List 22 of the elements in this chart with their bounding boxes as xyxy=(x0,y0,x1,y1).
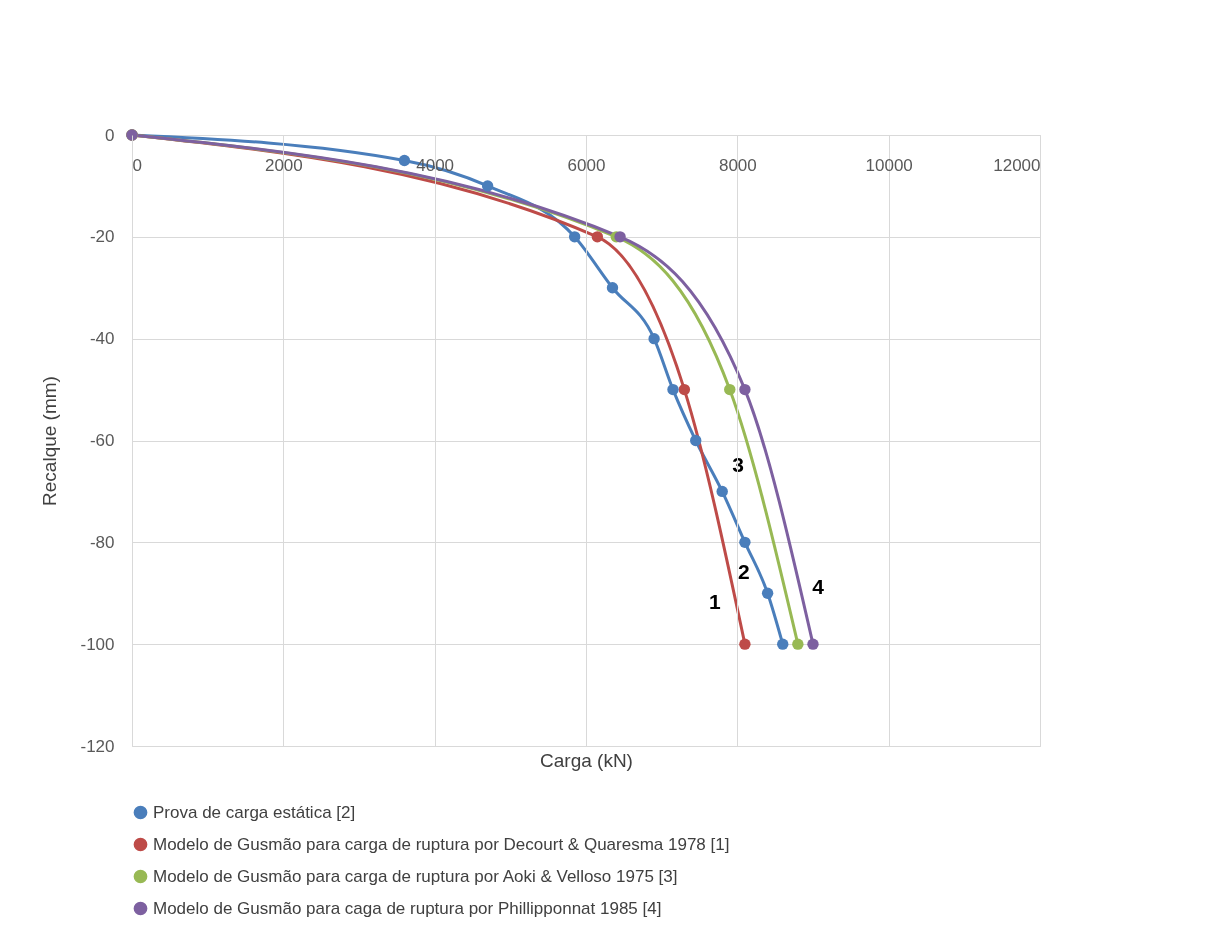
annotation: 2 xyxy=(738,560,750,584)
annotation: 4 xyxy=(812,575,825,599)
x-tick-label: 8000 xyxy=(718,155,757,175)
x-tick-label: 10000 xyxy=(865,155,913,175)
legend-label: Modelo de Gusmão para carga de ruptura por Decourt & Quaresma 1978 [1] xyxy=(153,834,730,854)
y-tick-label: -80 xyxy=(89,532,115,552)
y-tick-label: -20 xyxy=(89,227,115,247)
annotation: 1 xyxy=(709,590,722,614)
legend-label: Modelo de Gusmão para caga de ruptura por Phillipponnat 1985 [4] xyxy=(153,898,662,918)
x-tick-label: 2000 xyxy=(264,155,303,175)
x-tick-label: 6000 xyxy=(567,155,606,175)
y-axis-title: Recalque (mm) xyxy=(39,376,61,506)
x-tick-label: 12000 xyxy=(993,155,1041,175)
legend-label: Modelo de Gusmão para carga de ruptura por Aoki & Velloso 1975 [3] xyxy=(153,866,678,886)
y-tick-label: -60 xyxy=(89,431,115,450)
x-axis-title: Carga (kN) xyxy=(540,749,633,771)
legend-label: Prova de carga estática [2] xyxy=(153,802,356,822)
y-tick-label: -40 xyxy=(89,329,115,349)
y-tick-label: 0 xyxy=(105,125,115,145)
y-tick-label: -100 xyxy=(80,634,115,654)
y-tick-label: -120 xyxy=(80,736,115,756)
x-tick-label: 0 xyxy=(132,155,142,175)
